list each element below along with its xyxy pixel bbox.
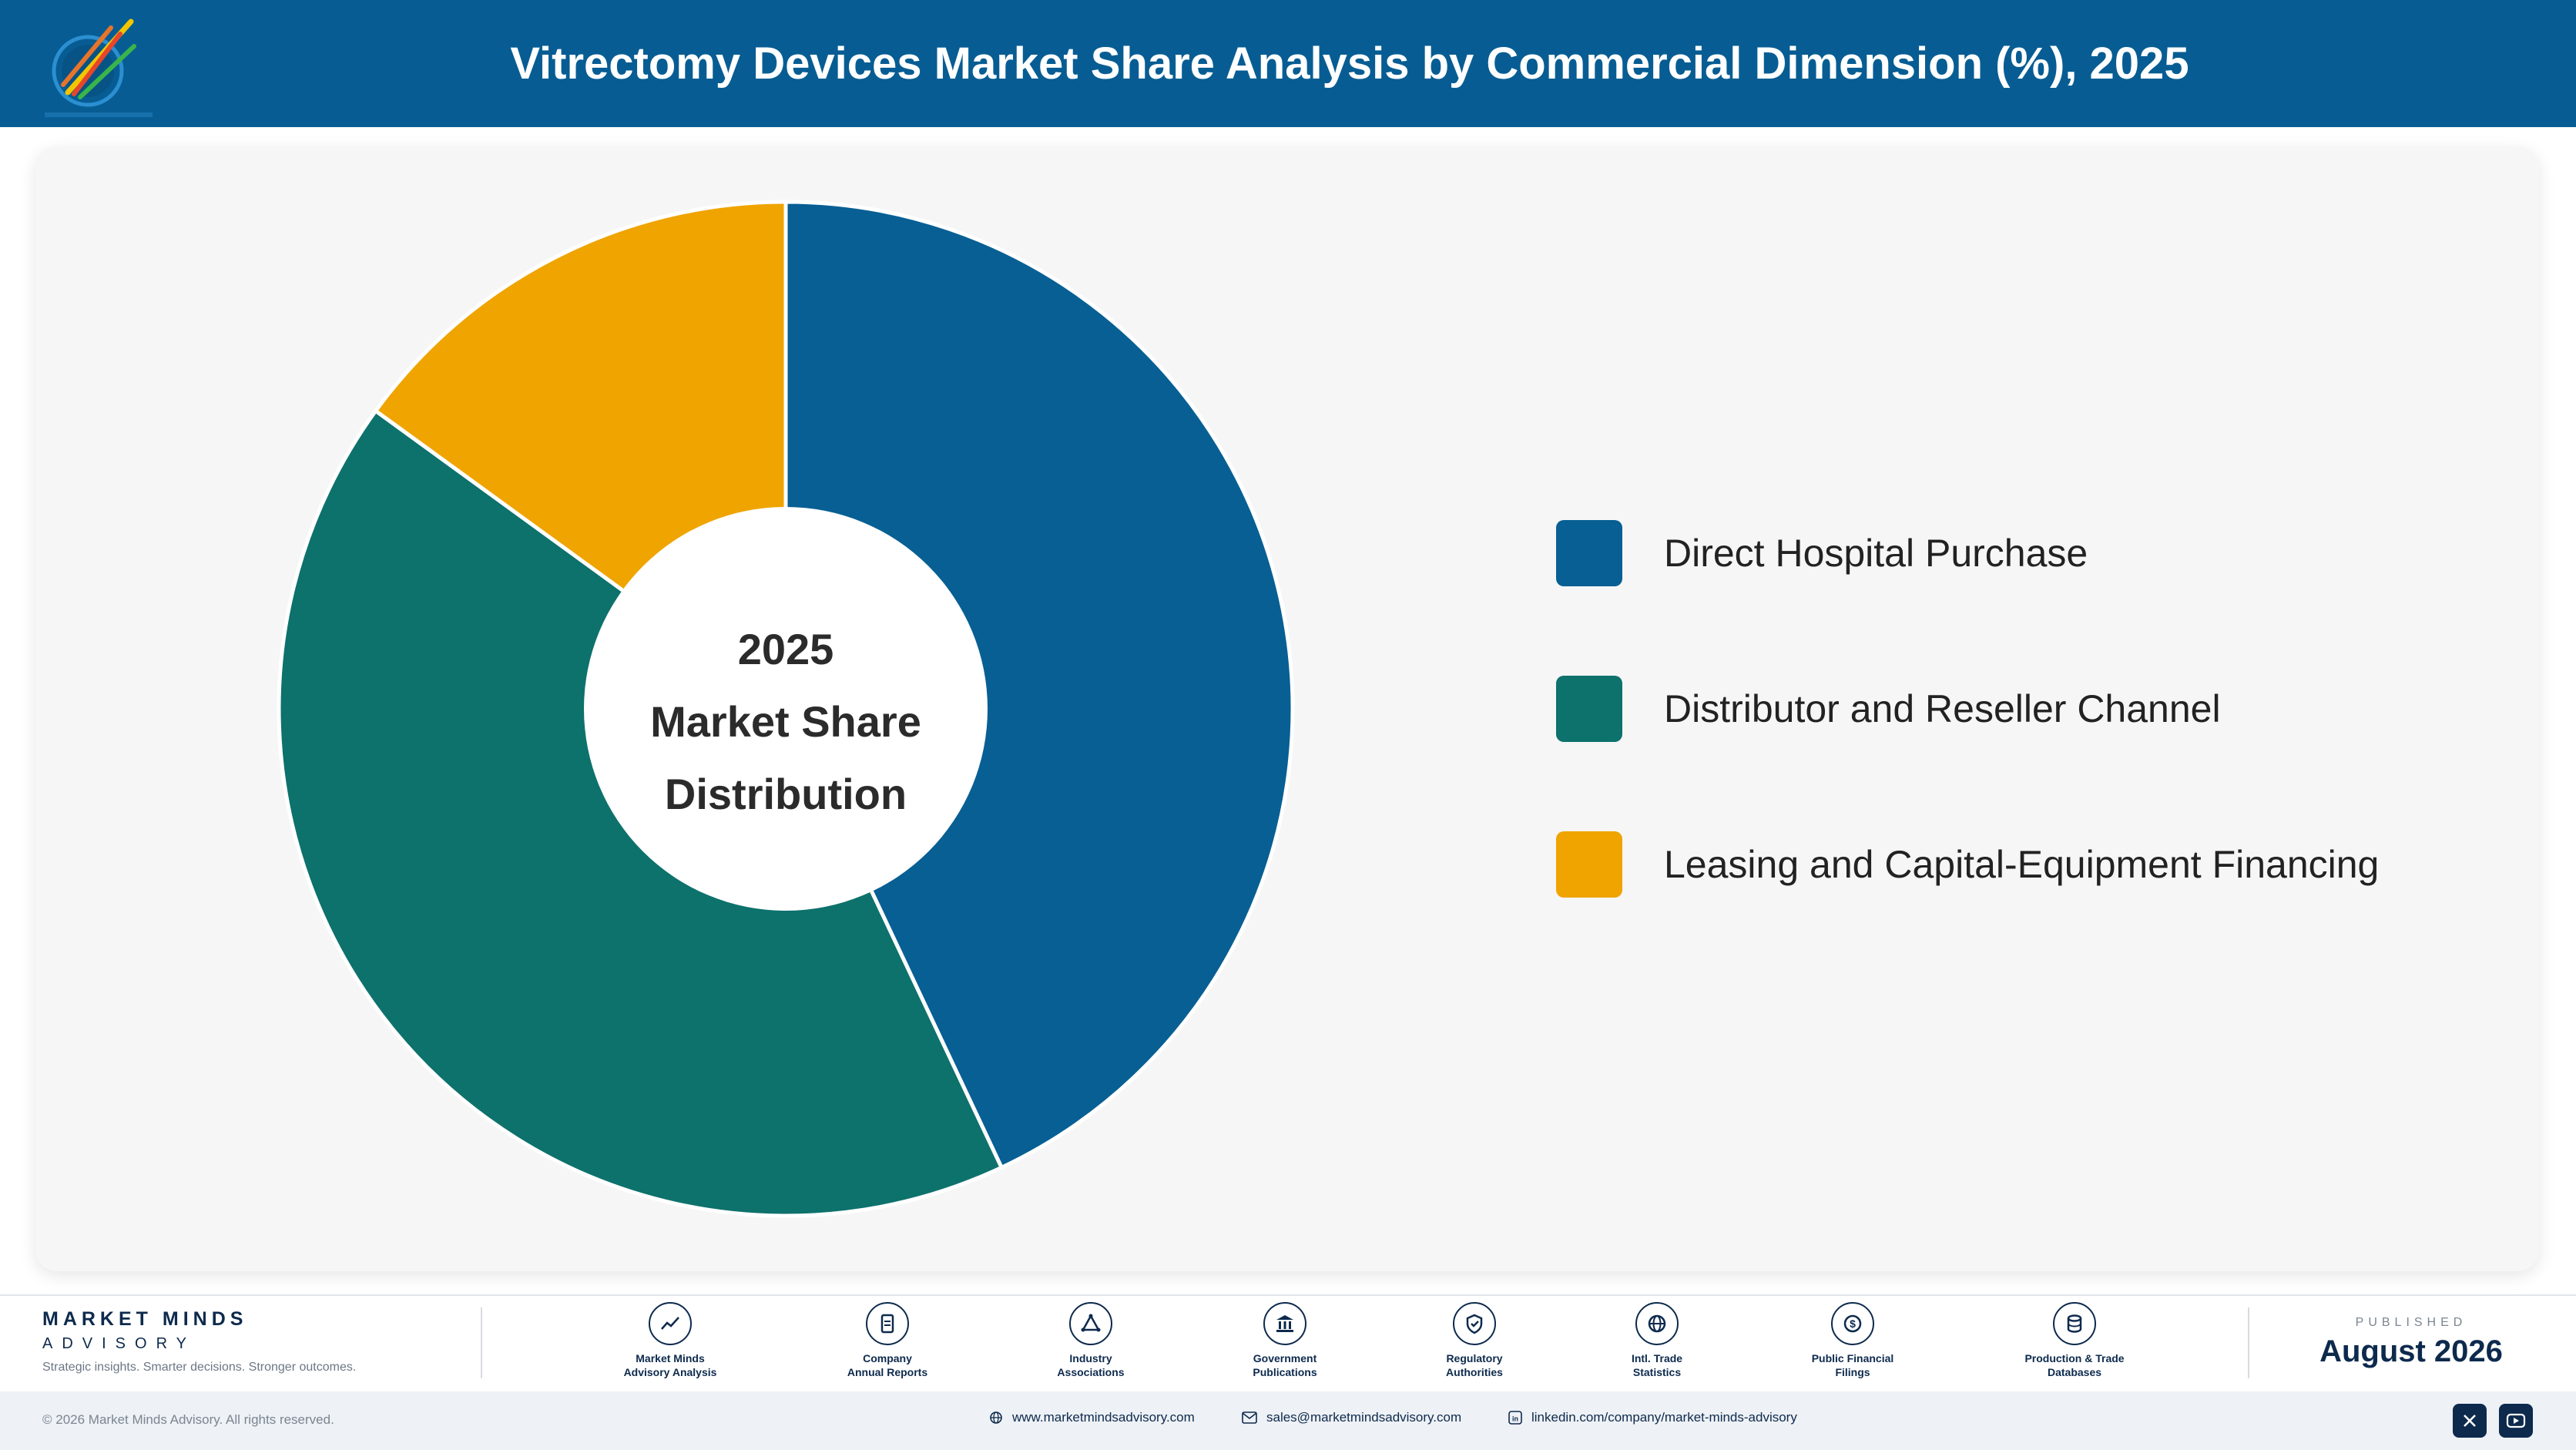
center-label-line2: Market Share	[650, 697, 921, 746]
center-label-line3: Distribution	[665, 770, 907, 818]
source-item: Market Minds Advisory Analysis	[593, 1302, 747, 1379]
pie-chart: 2025 Market Share Distribution	[279, 200, 1295, 1216]
page-title: Vitrectomy Devices Market Share Analysis…	[510, 39, 2189, 89]
source-item: Intl. Trade Statistics	[1580, 1302, 1734, 1379]
source-label-line1: Company	[863, 1352, 912, 1364]
email-text: sales@marketmindsadvisory.com	[1266, 1410, 1462, 1425]
svg-text:in: in	[1512, 1415, 1518, 1423]
source-label-line2: Authorities	[1446, 1366, 1503, 1378]
legend-item-leasing-financing[interactable]: Leasing and Capital-Equipment Financing	[1556, 831, 2480, 901]
network-icon	[1069, 1302, 1112, 1345]
copyright-text: © 2026 Market Minds Advisory. All rights…	[42, 1412, 334, 1427]
donut-hole	[584, 507, 988, 911]
source-label-line1: Production & Trade	[2024, 1352, 2125, 1364]
website-link[interactable]: www.marketmindsadvisory.com	[989, 1410, 1195, 1425]
source-label-line1: Public Financial	[1811, 1352, 1894, 1364]
center-label-year: 2025	[738, 625, 834, 673]
legend-swatch	[1556, 676, 1622, 742]
source-label-line2: Publications	[1253, 1366, 1317, 1378]
svg-text:$: $	[1850, 1317, 1856, 1330]
source-label-line2: Databases	[2047, 1366, 2102, 1378]
website-text: www.marketmindsadvisory.com	[1012, 1410, 1195, 1425]
mail-icon	[1242, 1411, 1257, 1424]
source-item: Government Publications	[1208, 1302, 1362, 1379]
source-label-line1: Industry	[1069, 1352, 1112, 1364]
source-label-line2: Associations	[1057, 1366, 1125, 1378]
footer-divider	[481, 1307, 482, 1378]
legend-label: Leasing and Capital-Equipment Financing	[1664, 843, 2380, 886]
brand-tagline: Strategic insights. Smarter decisions. S…	[42, 1361, 357, 1374]
linkedin-icon: in	[1508, 1411, 1522, 1425]
source-label-line1: Intl. Trade	[1631, 1352, 1683, 1364]
published-date: August 2026	[2319, 1334, 2503, 1368]
brand-sub: ADVISORY	[42, 1335, 196, 1352]
globe-icon	[990, 1411, 1002, 1424]
source-item: Company Annual Reports	[810, 1302, 964, 1379]
source-item: $ Public Financial Filings	[1776, 1302, 1930, 1379]
footer-brand: MARKET MINDS ADVISORY Strategic insights…	[42, 1308, 356, 1374]
source-label-line1: Government	[1253, 1352, 1317, 1364]
legend-label: Direct Hospital Purchase	[1664, 532, 2088, 575]
legend-item-distributor-reseller[interactable]: Distributor and Reseller Channel	[1556, 676, 2480, 745]
legend-item-direct-hospital-purchase[interactable]: Direct Hospital Purchase	[1556, 520, 2480, 589]
source-label-line1: Market Minds	[636, 1352, 705, 1364]
linkedin-link[interactable]: in linkedin.com/company/market-minds-adv…	[1508, 1410, 1797, 1425]
market-minds-logo	[45, 18, 153, 117]
source-label-line2: Filings	[1835, 1366, 1870, 1378]
linkedin-text: linkedin.com/company/market-minds-adviso…	[1531, 1410, 1797, 1425]
header-bar: Vitrectomy Devices Market Share Analysis…	[0, 0, 2576, 127]
published-label: PUBLISHED	[2355, 1316, 2467, 1329]
source-label-line1: Regulatory	[1446, 1352, 1503, 1364]
source-label-line2: Statistics	[1632, 1366, 1682, 1378]
source-item: Production & Trade Databases	[1997, 1302, 2152, 1379]
government-building-icon	[1263, 1302, 1306, 1345]
email-link[interactable]: sales@marketmindsadvisory.com	[1242, 1410, 1461, 1425]
dollar-coin-icon: $	[1831, 1302, 1874, 1345]
footer-divider	[2248, 1307, 2249, 1378]
database-icon	[2053, 1302, 2096, 1345]
globe-icon	[1635, 1302, 1679, 1345]
document-icon	[866, 1302, 909, 1345]
slice-direct-hospital-purchase[interactable]	[783, 200, 1295, 1170]
published-block: PUBLISHED August 2026	[2280, 1316, 2542, 1369]
source-label-line2: Annual Reports	[847, 1366, 928, 1378]
trend-chart-icon	[649, 1302, 692, 1345]
shield-check-icon	[1453, 1302, 1496, 1345]
youtube-icon[interactable]	[2499, 1404, 2533, 1438]
legend-swatch	[1556, 520, 1622, 586]
legend-swatch	[1556, 831, 1622, 898]
source-item: Regulatory Authorities	[1397, 1302, 1551, 1379]
source-item: Industry Associations	[1014, 1302, 1168, 1379]
x-icon[interactable]	[2453, 1404, 2487, 1438]
footer-contact-bar	[0, 1391, 2576, 1450]
source-label-line2: Advisory Analysis	[623, 1366, 717, 1378]
brand-name: MARKET MINDS	[42, 1308, 248, 1330]
legend-label: Distributor and Reseller Channel	[1664, 687, 2221, 730]
